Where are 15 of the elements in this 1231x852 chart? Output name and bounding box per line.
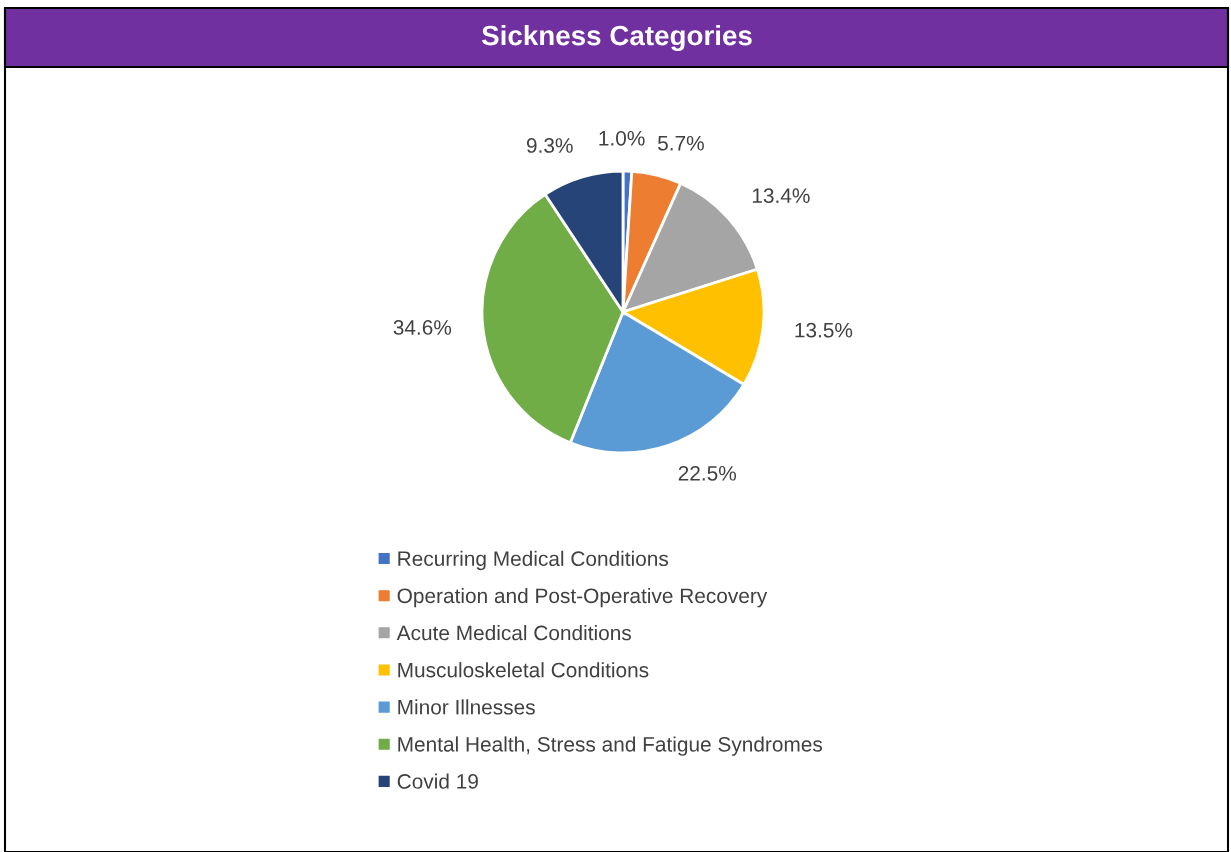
data-label: 13.4% bbox=[752, 188, 810, 204]
data-label: 22.5% bbox=[678, 465, 737, 481]
legend-label: Minor Illnesses bbox=[398, 699, 535, 715]
legend-label: Musculoskeletal Conditions bbox=[398, 662, 649, 678]
data-label: 5.7% bbox=[657, 135, 704, 151]
legend-label: Acute Medical Conditions bbox=[396, 625, 631, 641]
data-label: 9.3% bbox=[526, 138, 573, 153]
legend-label: Covid 19 bbox=[397, 773, 478, 789]
chart-title: Sickness Categories bbox=[481, 24, 752, 52]
data-label: 1.0% bbox=[599, 130, 645, 146]
legend-label: Operation and Post-Operative Recovery bbox=[397, 587, 768, 608]
data-label: 13.5% bbox=[795, 322, 853, 338]
legend-label: Recurring Medical Conditions bbox=[398, 550, 669, 571]
legend-label: Mental Health, Stress and Fatigue Syndromes bbox=[398, 736, 823, 756]
data-label: 34.6% bbox=[393, 320, 452, 335]
